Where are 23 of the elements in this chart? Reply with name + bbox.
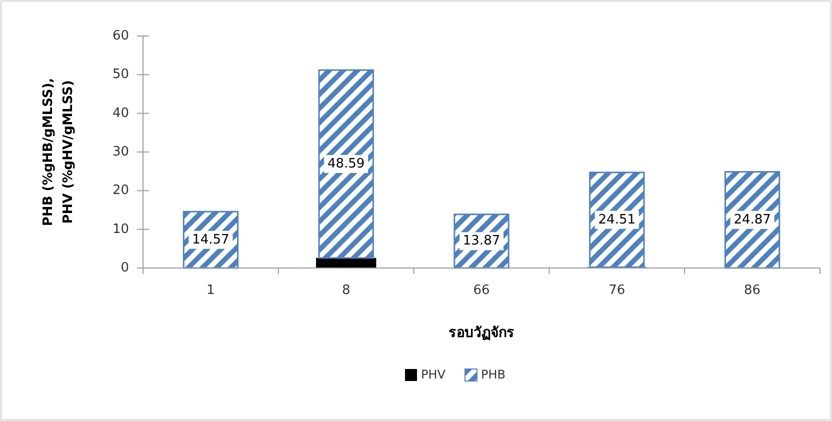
data-label: 24.87: [734, 212, 771, 228]
y-tick-label: 50: [112, 67, 129, 82]
x-tick-label: 1: [206, 283, 215, 298]
x-tick-label: 8: [342, 283, 350, 298]
x-tick-label: 66: [473, 283, 490, 298]
y-tick-label: 10: [112, 222, 129, 237]
bar: [316, 258, 376, 268]
data-label: 14.57: [192, 232, 230, 248]
x-axis-title: รอบวัฏจักร: [448, 325, 514, 341]
x-tick-label: 76: [608, 283, 626, 298]
y-tick-label: 40: [112, 106, 129, 121]
legend-label: PHV: [421, 367, 446, 382]
bar: [318, 69, 374, 259]
data-label: 24.51: [598, 212, 636, 228]
y-tick-label: 0: [120, 260, 129, 276]
y-tick-label: 20: [112, 183, 129, 198]
legend-label: PHB: [481, 367, 506, 382]
data-label: 48.59: [327, 156, 365, 172]
y-tick-label: 60: [112, 28, 129, 44]
x-tick-label: 86: [744, 283, 761, 298]
y-tick-label: 30: [112, 144, 129, 160]
y-axis-title: PHB (%gHB/gMLSS), PHV (%gHV/gMLSS): [41, 78, 76, 226]
data-label: 13.87: [462, 234, 500, 249]
